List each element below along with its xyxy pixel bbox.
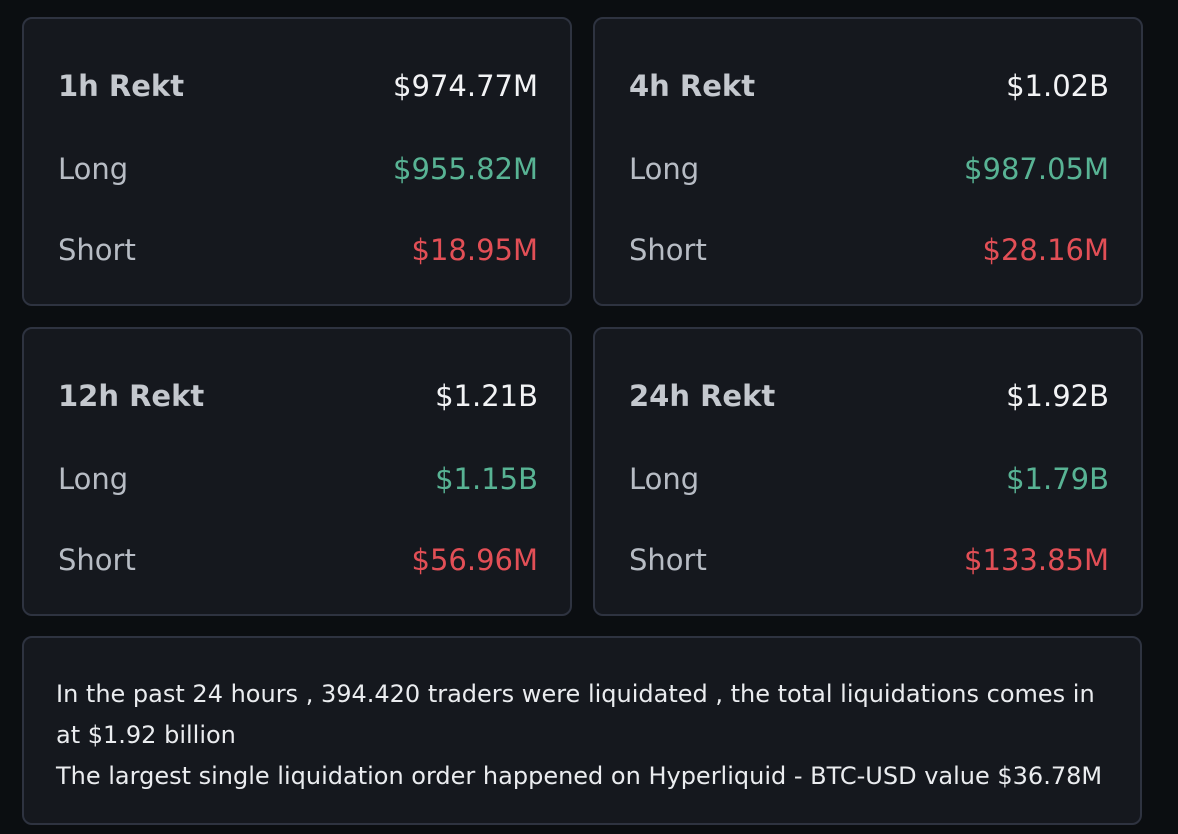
rekt-card-12h: 12h Rekt $1.21B Long $1.15B Short $56.96… — [22, 327, 572, 616]
long-label: Long — [629, 152, 700, 186]
total-rekt-value: $1.02B — [1006, 69, 1109, 103]
card-title: 24h Rekt — [629, 379, 776, 413]
card-title: 4h Rekt — [629, 69, 756, 103]
summary-line-largest-order: The largest single liquidation order hap… — [56, 762, 1103, 790]
short-label: Short — [58, 233, 136, 267]
rekt-card-4h: 4h Rekt $1.02B Long $987.05M Short $28.1… — [593, 17, 1143, 306]
short-label: Short — [629, 543, 707, 577]
card-title: 1h Rekt — [58, 69, 185, 103]
short-label: Short — [629, 233, 707, 267]
short-value: $28.16M — [982, 233, 1110, 267]
short-value: $133.85M — [964, 543, 1109, 577]
rekt-card-1h: 1h Rekt $974.77M Long $955.82M Short $18… — [22, 17, 572, 306]
long-label: Long — [58, 462, 129, 496]
long-value: $1.15B — [435, 462, 538, 496]
long-label: Long — [629, 462, 700, 496]
summary-line-total: In the past 24 hours , 394.420 traders w… — [56, 680, 1095, 749]
total-rekt-value: $1.21B — [435, 379, 538, 413]
rekt-card-24h: 24h Rekt $1.92B Long $1.79B Short $133.8… — [593, 327, 1143, 616]
short-value: $18.95M — [411, 233, 539, 267]
total-rekt-value: $1.92B — [1006, 379, 1109, 413]
long-value: $1.79B — [1006, 462, 1109, 496]
card-title: 12h Rekt — [58, 379, 205, 413]
long-value: $955.82M — [393, 152, 538, 186]
long-label: Long — [58, 152, 129, 186]
short-value: $56.96M — [411, 543, 539, 577]
long-value: $987.05M — [964, 152, 1109, 186]
short-label: Short — [58, 543, 136, 577]
liquidation-summary: In the past 24 hours , 394.420 traders w… — [22, 636, 1142, 825]
total-rekt-value: $974.77M — [393, 69, 538, 103]
